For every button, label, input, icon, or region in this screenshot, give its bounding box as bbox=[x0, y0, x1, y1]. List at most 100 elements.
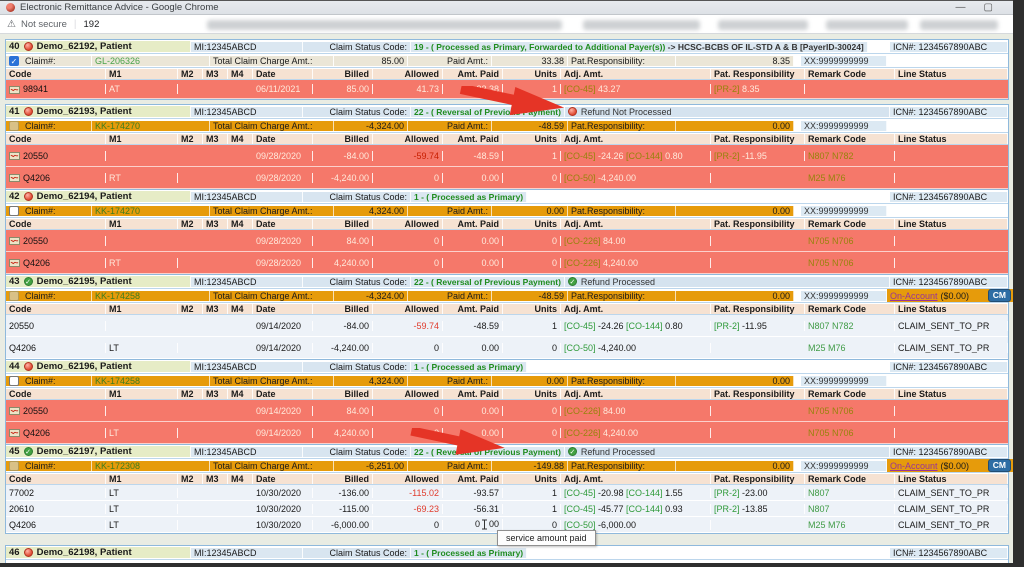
url-redaction bbox=[207, 20, 562, 30]
billed-amount: 4,240.00 bbox=[313, 257, 373, 268]
column-header: Amt. Paid bbox=[443, 218, 503, 229]
service-line-icon bbox=[9, 236, 20, 245]
maximize-button[interactable]: ▢ bbox=[983, 1, 993, 13]
column-header: Date bbox=[253, 303, 313, 314]
service-line-row[interactable]: 98941 AT 06/11/2021 85.00 41.73 33.38 1 [CO-45]… bbox=[6, 80, 1008, 99]
pat-resp-code: [PR-2] bbox=[714, 320, 740, 331]
column-header: Units bbox=[503, 133, 561, 144]
claim-actions-cell: On-Account ($0.00) CM bbox=[887, 289, 1013, 302]
claim-card: 42 Demo_62194, Patient MI:12345ABCD Claim S… bbox=[5, 189, 1009, 275]
service-line-row[interactable]: 20550 09/14/2020 -84.00 -59.74 -48.59 1 [CO-45… bbox=[6, 315, 1008, 337]
pat-resp-label: Pat.Responsibility: bbox=[568, 120, 676, 131]
patient-name: Demo_62197, Patient bbox=[36, 446, 132, 457]
claim-error-icon bbox=[23, 192, 33, 201]
pat-resp-label: Pat.Responsibility: bbox=[568, 55, 676, 66]
column-header: Units bbox=[503, 68, 561, 79]
patient-cell: 42 Demo_62194, Patient bbox=[6, 191, 191, 202]
column-header: Adj. Amt. bbox=[561, 68, 711, 79]
billed-amount: -84.00 bbox=[313, 150, 373, 161]
adjustment-code: [CO-50] bbox=[564, 172, 596, 183]
refund-processed-icon: ✓ bbox=[567, 277, 577, 286]
column-header: Date bbox=[253, 133, 313, 144]
service-date: 06/11/2021 bbox=[253, 84, 313, 94]
claim-id: KK-172308 bbox=[92, 460, 210, 471]
claim-checkbox[interactable]: ✓ bbox=[9, 55, 19, 66]
adjustment-value: -4,240.00 bbox=[595, 342, 637, 353]
claim-id: GL-206326 bbox=[92, 55, 210, 66]
column-header: Date bbox=[253, 68, 313, 79]
patient-name: Demo_62193, Patient bbox=[36, 106, 132, 117]
claim-number-label: Claim#: bbox=[25, 375, 56, 386]
units: 0 bbox=[503, 519, 561, 530]
service-line-row[interactable]: Q4206 LT 09/14/2020 4,240.00 0 0.00 0 [CO-226] … bbox=[6, 422, 1008, 444]
total-charge-label: Total Claim Charge Amt.: bbox=[210, 120, 334, 131]
adjustment-amounts: [CO-50] -4,240.00 bbox=[561, 172, 711, 183]
cm-button[interactable]: CM bbox=[987, 289, 1011, 302]
service-line-row[interactable]: Q4206 RT 09/28/2020 -4,240.00 0 0.00 0 [CO-50] … bbox=[6, 167, 1008, 189]
claim-header-row: 44 Demo_62196, Patient MI:12345ABCD Claim S… bbox=[6, 360, 1008, 374]
claim-checkbox[interactable] bbox=[9, 460, 19, 471]
cm-button[interactable]: CM bbox=[987, 459, 1011, 472]
claim-id: KK-174258 bbox=[92, 375, 210, 386]
icn-number: ICN#: 1234567890ABC bbox=[890, 276, 1008, 287]
column-header: Pat. Responsibility bbox=[711, 388, 805, 399]
paid-amt-label: Paid Amt.: bbox=[408, 55, 492, 66]
not-secure-label[interactable]: Not secure bbox=[20, 18, 67, 30]
minimize-button[interactable]: — bbox=[955, 1, 966, 13]
claim-checkbox[interactable] bbox=[9, 375, 19, 386]
claim-checkbox[interactable] bbox=[9, 120, 19, 131]
adjustment-amounts: [CO-226] 84.00 bbox=[561, 405, 711, 416]
service-line-row[interactable]: 20610 LT 10/30/2020 -115.00 -69.23 -56.31 1 [CO… bbox=[6, 501, 1008, 517]
claim-status-value: 19 - ( Processed as Primary, Forwarded t… bbox=[411, 41, 868, 52]
on-account-link[interactable]: On-Account bbox=[890, 290, 938, 301]
units: 1 bbox=[503, 320, 561, 331]
service-line-row[interactable]: 77002 LT 10/30/2020 -136.00 -115.02 -93.57 1 [C… bbox=[6, 485, 1008, 501]
column-header: Line Status bbox=[895, 218, 1008, 229]
claim-select-cell: Claim#: bbox=[6, 120, 92, 131]
claim-checkbox[interactable] bbox=[9, 205, 19, 216]
column-header-row: Code M1 M2 M3 M4 Date Billed Allowed Amt. Paid Un… bbox=[6, 303, 1008, 315]
not-secure-warning-icon: ⚠ bbox=[7, 18, 16, 30]
patient-name: Demo_62195, Patient bbox=[36, 276, 132, 287]
url-text[interactable]: 192 bbox=[83, 18, 100, 30]
adjustment-code: [CO-144] bbox=[626, 487, 663, 498]
line-pat-resp: [PR-2] 8.35 bbox=[711, 84, 805, 94]
address-bar[interactable]: ⚠ Not secure | 192 bbox=[0, 15, 1013, 34]
adjustment-code: [CO-45] bbox=[564, 150, 596, 161]
column-header: M4 bbox=[228, 218, 253, 229]
adjustment-value: -6,000.00 bbox=[595, 519, 637, 530]
pat-resp-label: Pat.Responsibility: bbox=[568, 460, 676, 471]
adjustment-value: 0.93 bbox=[662, 503, 683, 514]
claim-checkbox[interactable] bbox=[9, 290, 19, 301]
refund-not-processed-icon bbox=[567, 107, 577, 116]
claim-info-row: ✓ Claim#: GL-206326 Total Claim Charge Amt.… bbox=[6, 54, 1008, 68]
service-code: 98941 bbox=[23, 84, 49, 94]
service-line-row[interactable]: Q4206 RT 09/28/2020 4,240.00 0 0.00 0 [CO-226] … bbox=[6, 252, 1008, 274]
column-header: Billed bbox=[313, 218, 373, 229]
adjustment-value: 0.80 bbox=[662, 150, 683, 161]
modifier-m1: LT bbox=[106, 427, 178, 438]
units: 1 bbox=[503, 503, 561, 514]
claim-sequence-number: 40 bbox=[9, 41, 20, 52]
pat-resp-label: Pat.Responsibility: bbox=[568, 375, 676, 386]
service-line-row[interactable]: Q4206 LT 09/14/2020 -4,240.00 0 0.00 0 [CO-50] … bbox=[6, 337, 1008, 359]
service-date: 09/14/2020 bbox=[253, 320, 313, 331]
claim-card: 44 Demo_62196, Patient MI:12345ABCD Claim S… bbox=[5, 359, 1009, 445]
service-line-row[interactable]: 20550 09/14/2020 84.00 0 0.00 0 [CO-226] 84.00… bbox=[6, 400, 1008, 422]
allowed-amount: -59.74 bbox=[373, 150, 443, 161]
service-code-cell: Q4206 bbox=[6, 172, 106, 183]
service-line-icon bbox=[9, 258, 20, 267]
modifier-m1: RT bbox=[106, 257, 178, 268]
service-code: Q4206 bbox=[23, 257, 51, 268]
column-header: M4 bbox=[228, 68, 253, 79]
service-line-row[interactable]: 20550 09/28/2020 84.00 0 0.00 0 [CO-226] 84.00… bbox=[6, 230, 1008, 252]
column-header: M4 bbox=[228, 133, 253, 144]
remark-codes: N705 N706 bbox=[805, 235, 895, 246]
adjustment-value: 1.55 bbox=[662, 487, 683, 498]
claim-sequence-number: 46 bbox=[9, 547, 20, 558]
claim-number-label: Claim#: bbox=[25, 55, 56, 66]
window-titlebar: Electronic Remittance Advice - Google Ch… bbox=[0, 1, 1013, 15]
service-line-row[interactable]: 20550 09/28/2020 -84.00 -59.74 -48.59 1 [CO-45… bbox=[6, 145, 1008, 167]
claim-status-label: Claim Status Code: bbox=[303, 106, 411, 117]
on-account-link[interactable]: On-Account bbox=[890, 460, 938, 471]
